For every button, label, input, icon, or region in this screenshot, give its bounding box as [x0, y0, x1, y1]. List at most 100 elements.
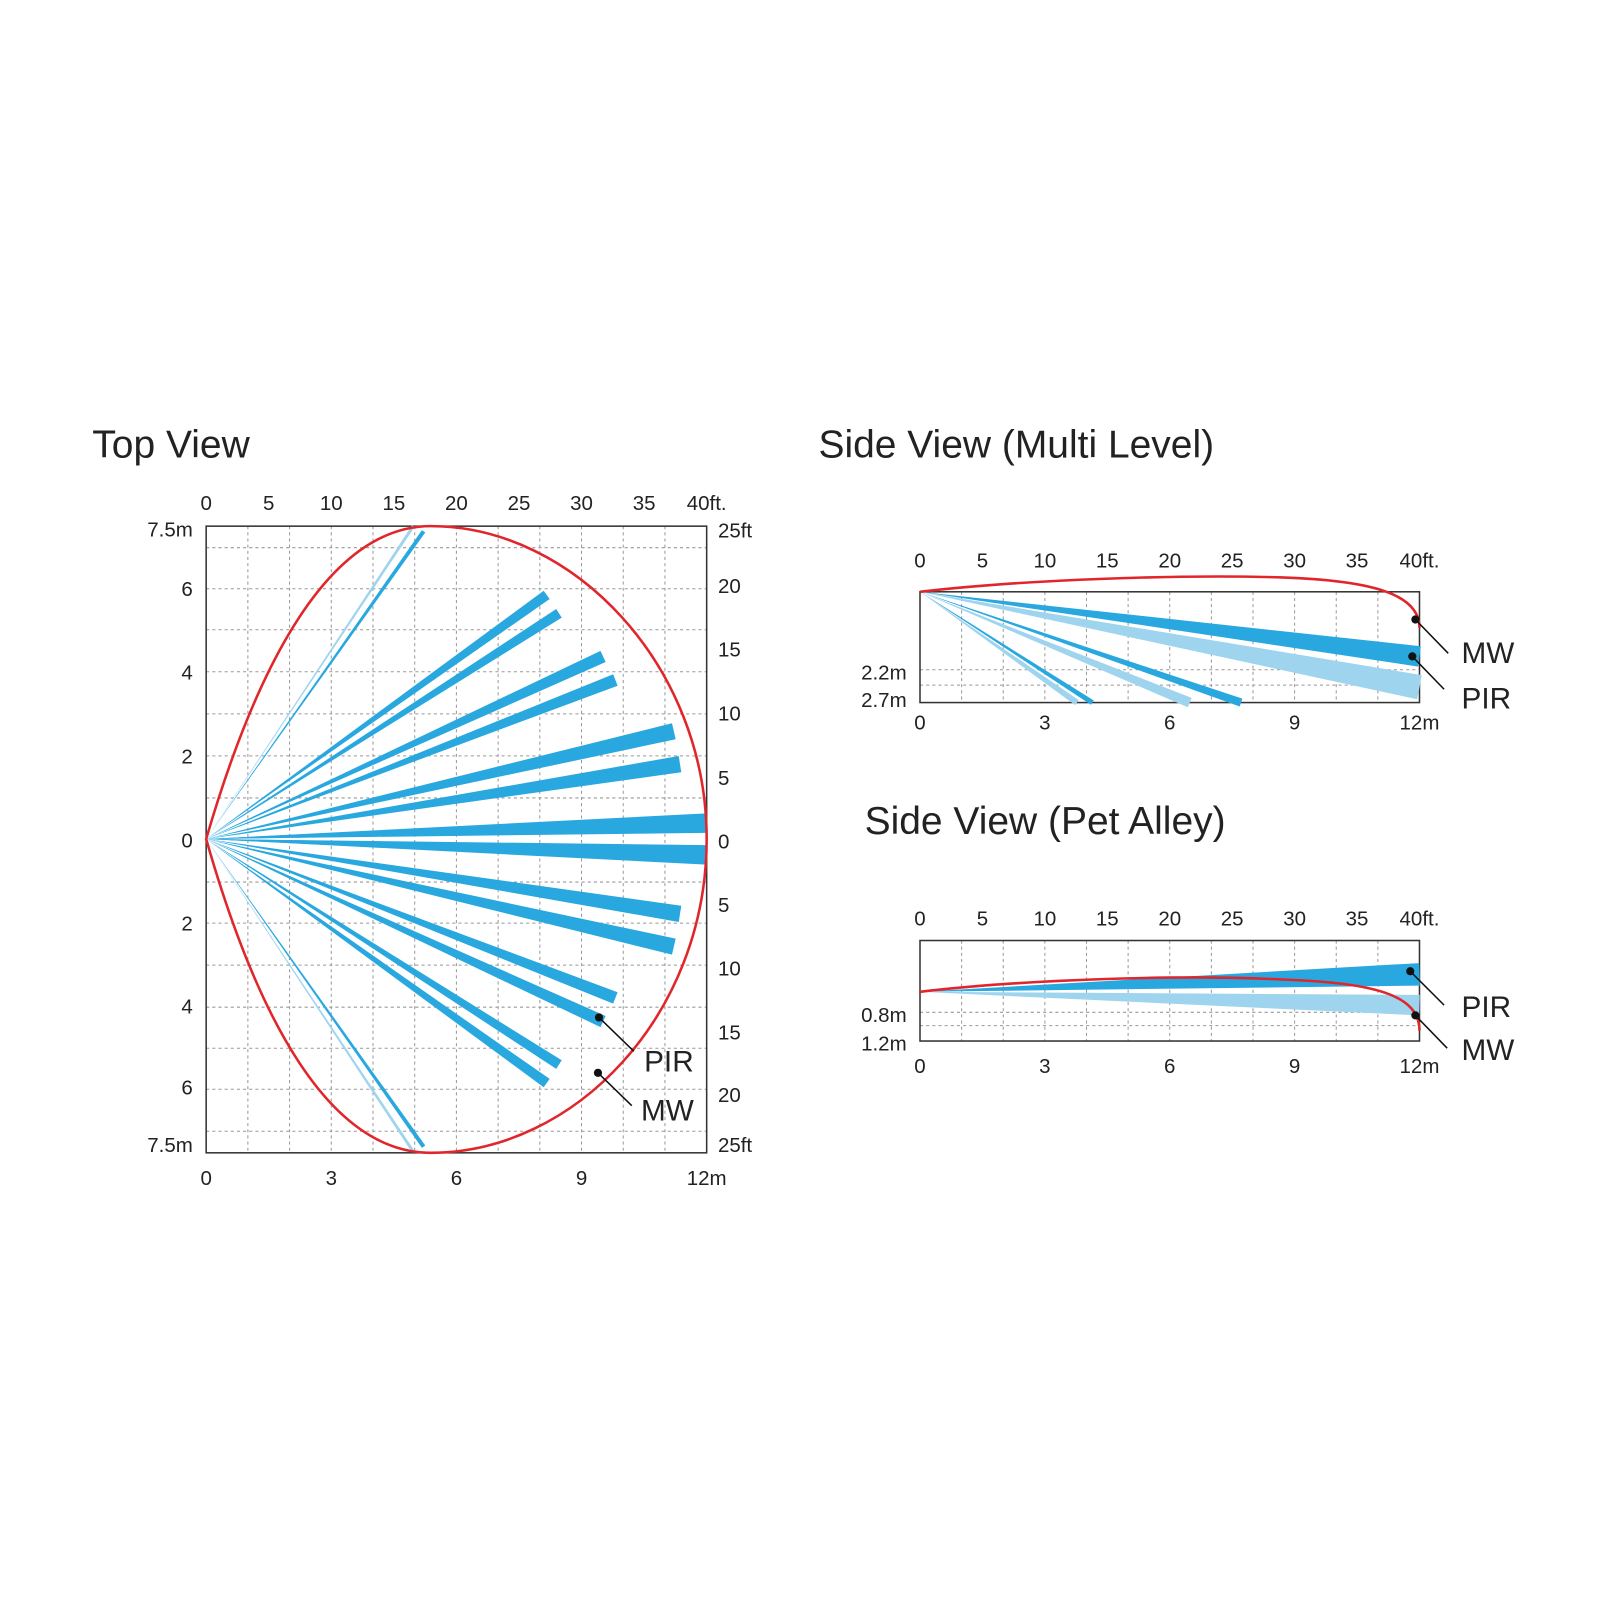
- tick-label: 20: [718, 1084, 741, 1107]
- tick-label: 12m: [687, 1167, 727, 1190]
- tick-label: 35: [1346, 549, 1369, 572]
- tick-label: 0: [914, 1055, 925, 1078]
- beam: [206, 838, 682, 922]
- tick-label: 15: [718, 1021, 741, 1044]
- tick-label: 25ft: [718, 1134, 752, 1157]
- callout-line: [1414, 1014, 1448, 1049]
- tick-label: 9: [1289, 712, 1300, 735]
- tick-label: 6: [1164, 712, 1175, 735]
- tick-label: 0: [181, 829, 192, 852]
- beam: [206, 838, 618, 1004]
- tick-label: 5: [263, 492, 274, 515]
- tick-label: 2: [181, 913, 192, 936]
- mw-coverage: [919, 575, 1421, 628]
- tick-label: 0: [200, 1167, 211, 1190]
- tick-label: 20: [445, 492, 468, 515]
- tick-label: 0: [914, 549, 925, 572]
- tick-label: 9: [576, 1167, 587, 1190]
- tick-label: 20: [1158, 549, 1181, 572]
- tick-label: 3: [1039, 1055, 1050, 1078]
- tick-label: 6: [451, 1167, 462, 1190]
- callout-label: MW: [641, 1095, 694, 1128]
- tick-label: 7.5m: [147, 1134, 193, 1157]
- beam: [920, 591, 1079, 706]
- tick-label: 15: [1096, 907, 1119, 930]
- title: Side View (Pet Alley): [865, 800, 1226, 843]
- tick-label: 0: [200, 492, 211, 515]
- tick-label: 7.5m: [147, 519, 193, 542]
- tick-label: 30: [1283, 907, 1306, 930]
- callout-line: [1409, 970, 1445, 1006]
- callout-label: PIR: [1462, 682, 1512, 715]
- callout-label: PIR: [1462, 991, 1512, 1024]
- tick-label: 25: [1221, 907, 1244, 930]
- callout-line: [597, 1072, 633, 1107]
- tick-label: 35: [1346, 907, 1369, 930]
- tick-label: 10: [1033, 907, 1056, 930]
- tick-label: 2.2m: [861, 661, 907, 684]
- beam: [206, 755, 682, 839]
- tick-label: 40ft.: [1400, 907, 1440, 930]
- beam: [920, 591, 1192, 708]
- beam: [920, 991, 1420, 1016]
- beam: [206, 838, 707, 864]
- tick-label: 5: [977, 907, 988, 930]
- tick-label: 0: [718, 830, 729, 853]
- beam: [206, 838, 415, 1153]
- tick-label: 12m: [1400, 712, 1440, 735]
- tick-label: 30: [1283, 549, 1306, 572]
- callout-label: MW: [1462, 1034, 1515, 1067]
- tick-label: 3: [326, 1167, 337, 1190]
- tick-label: 2: [181, 745, 192, 768]
- tick-label: 25ft: [718, 520, 752, 543]
- beam: [920, 591, 1421, 667]
- tick-label: 35: [633, 492, 656, 515]
- tick-label: 12m: [1400, 1055, 1440, 1078]
- tick-label: 25: [1221, 549, 1244, 572]
- mw-coverage: [919, 976, 1421, 1031]
- beam: [206, 814, 707, 839]
- beam: [206, 838, 550, 1088]
- tick-label: 10: [320, 492, 343, 515]
- tick-label: 40ft.: [687, 492, 727, 515]
- title: Side View (Multi Level): [818, 423, 1214, 466]
- tick-label: 6: [181, 1077, 192, 1100]
- beam: [206, 674, 618, 839]
- tick-label: 4: [181, 661, 192, 684]
- callout-label: MW: [1462, 637, 1515, 670]
- tick-label: 15: [1096, 549, 1119, 572]
- tick-label: 20: [718, 575, 741, 598]
- tick-label: 4: [181, 996, 192, 1019]
- tick-label: 2.7m: [861, 689, 907, 712]
- beam: [206, 838, 606, 1028]
- tick-label: 0: [914, 712, 925, 735]
- beam: [206, 590, 550, 839]
- tick-label: 3: [1039, 712, 1050, 735]
- tick-label: 20: [1158, 907, 1181, 930]
- beam: [206, 530, 426, 839]
- tick-label: 5: [718, 894, 729, 917]
- beam: [206, 838, 676, 955]
- tick-label: 0.8m: [861, 1004, 907, 1027]
- beam: [206, 525, 415, 839]
- beam: [206, 650, 606, 839]
- callout-line: [1411, 655, 1445, 690]
- tick-label: 6: [1164, 1055, 1175, 1078]
- tick-label: 10: [1033, 549, 1056, 572]
- beam: [920, 591, 1094, 705]
- callout-line: [598, 1016, 635, 1052]
- tick-label: 40ft.: [1400, 549, 1440, 572]
- callout-label: PIR: [644, 1045, 694, 1078]
- beam: [206, 838, 562, 1069]
- tick-label: 10: [718, 958, 741, 981]
- tick-label: 9: [1289, 1055, 1300, 1078]
- callout-line: [1414, 618, 1449, 654]
- title: Top View: [92, 423, 250, 466]
- beam: [206, 609, 562, 839]
- mw-coverage: [204, 524, 708, 1155]
- tick-label: 25: [508, 492, 531, 515]
- beam: [920, 591, 1243, 707]
- tick-label: 5: [977, 549, 988, 572]
- tick-label: 1.2m: [861, 1033, 907, 1056]
